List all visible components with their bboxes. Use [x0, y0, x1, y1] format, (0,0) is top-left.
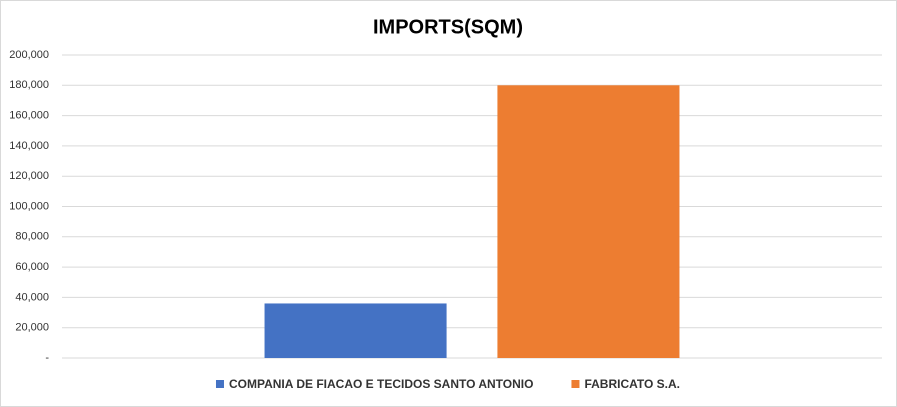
- legend-swatch: [571, 380, 580, 388]
- y-tick-label: 60,000: [15, 261, 49, 273]
- y-tick-label: 100,000: [9, 200, 49, 212]
- legend-label: FABRICATO S.A.: [584, 377, 680, 391]
- y-tick-label: 40,000: [15, 291, 49, 303]
- y-tick-label: -: [45, 352, 49, 364]
- y-tick-label: 120,000: [9, 170, 49, 182]
- y-tick-label: 180,000: [9, 79, 49, 91]
- chart-title: IMPORTS(SQM): [373, 16, 523, 38]
- y-tick-label: 200,000: [9, 49, 49, 61]
- bar: [264, 303, 447, 358]
- y-tick-label: 80,000: [15, 231, 49, 243]
- legend-swatch: [215, 380, 224, 388]
- legend-label: COMPANIA DE FIACAO E TECIDOS SANTO ANTON…: [229, 377, 533, 391]
- y-tick-label: 140,000: [9, 140, 49, 152]
- y-tick-label: 160,000: [9, 110, 49, 122]
- bar: [497, 85, 680, 359]
- y-tick-label: 20,000: [15, 322, 49, 334]
